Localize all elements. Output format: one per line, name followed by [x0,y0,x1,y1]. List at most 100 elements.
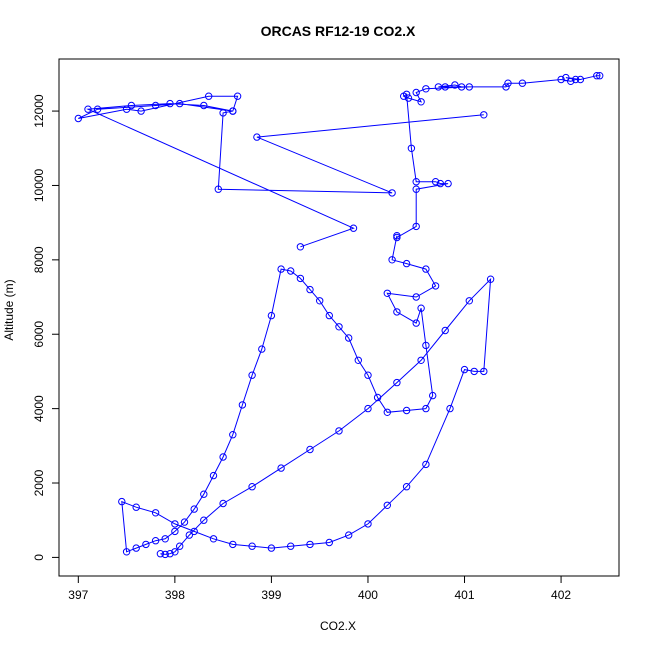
data-point [84,105,92,113]
data-point [436,179,445,188]
data-point [132,503,140,511]
data-point [335,323,343,331]
data-point [118,497,126,506]
data-point [248,483,256,491]
data-point [434,83,443,91]
data-point [345,334,353,342]
data-point [412,185,420,193]
data-point [383,408,391,416]
x-tick-label: 398 [165,588,185,602]
plot-frame [58,58,620,577]
series-2 [74,92,488,251]
data-point [364,404,372,413]
data-point [258,345,266,353]
data-point [417,98,425,106]
data-point [185,531,194,539]
data-point [422,341,430,350]
data-point [161,550,169,559]
data-point [402,259,411,268]
data-point [238,401,247,409]
data-point [171,548,179,556]
series-1 [118,72,604,559]
data-point [388,189,396,197]
data-point [132,544,140,552]
data-point [171,520,179,528]
data-point [465,297,473,305]
data-point [345,531,353,539]
data-point [402,90,411,99]
data-point [277,265,285,273]
data-point [470,367,478,376]
y-tick-label: 12000 [32,94,46,128]
data-point [373,393,382,402]
x-tick-label: 401 [455,588,475,602]
data-point [200,490,208,498]
data-point [316,297,324,305]
data-point [562,73,570,82]
x-axis-label: CO2.X [320,619,356,633]
data-point [422,404,430,413]
data-point [417,356,425,364]
data-point [354,356,362,364]
data-point [383,289,391,297]
x-tick-label: 402 [551,588,571,602]
y-tick-label: 8000 [32,246,46,273]
data-point [412,319,420,327]
data-point [364,520,372,528]
data-point [209,535,218,543]
data-point [441,326,449,335]
y-tick-label: 4000 [32,395,46,422]
data-point [465,83,473,91]
data-point [593,72,601,80]
data-point [200,101,208,110]
data-point [151,509,160,517]
data-point [287,267,295,275]
data-point [412,178,420,186]
data-point [402,406,411,415]
data-point [407,144,416,153]
data-point [219,453,227,461]
data-point [176,542,184,550]
data-point [306,285,314,294]
data-point [180,518,189,526]
data-point [190,527,198,536]
data-point [277,464,285,472]
y-tick-label: 0 [32,554,46,561]
data-point [457,83,466,91]
data-point [122,548,131,556]
data-point [142,540,150,549]
data-point [248,371,256,379]
data-point [161,535,169,543]
data-point [209,471,218,480]
data-point [596,72,604,80]
data-point [557,75,565,84]
data-point [171,527,179,536]
data-point [571,75,580,84]
data-point [219,109,227,117]
data-point [412,293,420,301]
data-point [219,499,227,508]
data-point [576,75,585,84]
x-tick-label: 397 [68,588,88,602]
data-point [166,550,174,558]
data-point [444,179,452,188]
y-tick-label: 6000 [32,321,46,348]
data-point [127,101,136,110]
data-point [151,101,160,110]
data-point [93,105,102,113]
data-point [233,92,242,100]
data-point [253,133,261,141]
y-tick-label: 10000 [32,168,46,202]
series-line [78,95,484,248]
data-point [176,99,184,108]
data-point [296,243,305,251]
data-point [431,282,440,290]
data-point [325,538,333,547]
series-line [121,75,600,555]
data-point [74,114,83,123]
data-point [446,404,454,413]
data-point [451,81,459,89]
data-point [404,94,413,102]
data-point [422,460,430,469]
